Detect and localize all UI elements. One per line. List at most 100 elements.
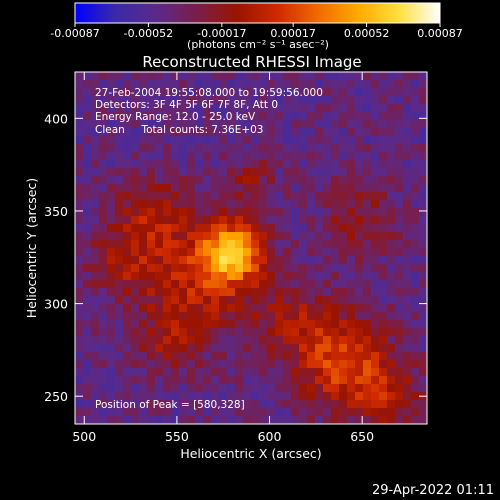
heatmap-pixel (123, 296, 132, 305)
heatmap-pixel (251, 160, 260, 169)
heatmap-pixel (275, 408, 284, 417)
heatmap-pixel (339, 160, 348, 169)
heatmap-pixel (235, 352, 244, 361)
heatmap-pixel (155, 256, 164, 265)
heatmap-pixel (411, 392, 420, 401)
heatmap-pixel (339, 304, 348, 313)
heatmap-pixel (115, 192, 124, 201)
heatmap-pixel (419, 328, 427, 337)
heatmap-pixel (99, 368, 108, 377)
heatmap-pixel (219, 360, 228, 369)
heatmap-pixel (419, 112, 427, 121)
heatmap-pixel (283, 136, 292, 145)
heatmap-pixel (219, 176, 228, 185)
heatmap-pixel (355, 144, 364, 153)
heatmap-pixel (131, 264, 140, 273)
heatmap-pixel (299, 408, 308, 417)
heatmap-pixel (395, 312, 404, 321)
heatmap-pixel (235, 368, 244, 377)
heatmap-pixel (275, 152, 284, 161)
heatmap-pixel (419, 384, 427, 393)
heatmap-pixel (291, 288, 300, 297)
heatmap-pixel (363, 360, 372, 369)
heatmap-pixel (307, 344, 316, 353)
heatmap-pixel (323, 368, 332, 377)
heatmap-pixel (355, 176, 364, 185)
heatmap-pixel (395, 320, 404, 329)
heatmap-pixel (139, 144, 148, 153)
heatmap-pixel (115, 360, 124, 369)
heatmap-pixel (235, 416, 244, 424)
heatmap-pixel (307, 88, 316, 97)
heatmap-pixel (419, 360, 427, 369)
heatmap-pixel (387, 280, 396, 289)
heatmap-pixel (339, 96, 348, 105)
heatmap-pixel (259, 176, 268, 185)
heatmap-pixel (355, 288, 364, 297)
heatmap-pixel (267, 232, 276, 241)
heatmap-pixel (243, 312, 252, 321)
heatmap-pixel (267, 184, 276, 193)
heatmap-pixel (179, 144, 188, 153)
heatmap-pixel (131, 144, 140, 153)
heatmap-pixel (211, 176, 220, 185)
heatmap-pixel (155, 328, 164, 337)
heatmap-pixel (403, 416, 412, 424)
heatmap-pixel (243, 240, 252, 249)
heatmap-pixel (163, 216, 172, 225)
heatmap-pixel (259, 264, 268, 273)
heatmap-pixel (131, 136, 140, 145)
heatmap-pixel (411, 240, 420, 249)
heatmap-pixel (395, 256, 404, 265)
heatmap-pixel (91, 96, 100, 105)
heatmap-pixel (187, 104, 196, 113)
heatmap-pixel (347, 112, 356, 121)
heatmap-pixel (107, 88, 116, 97)
heatmap-pixel (275, 384, 284, 393)
heatmap-pixel (371, 88, 380, 97)
heatmap-pixel (355, 216, 364, 225)
heatmap-pixel (115, 144, 124, 153)
heatmap-pixel (179, 88, 188, 97)
heatmap-pixel (91, 120, 100, 129)
heatmap-pixel (131, 368, 140, 377)
heatmap-pixel (147, 152, 156, 161)
heatmap-pixel (75, 112, 84, 121)
heatmap-pixel (107, 200, 116, 209)
heatmap-pixel (395, 104, 404, 113)
heatmap-pixel (315, 192, 324, 201)
heatmap-pixel (379, 368, 388, 377)
heatmap-pixel (419, 280, 427, 289)
heatmap-pixel (355, 240, 364, 249)
heatmap-pixel (155, 320, 164, 329)
heatmap-pixel (139, 296, 148, 305)
heatmap-pixel (275, 312, 284, 321)
heatmap-pixel (403, 368, 412, 377)
heatmap-pixel (355, 360, 364, 369)
heatmap-pixel (411, 192, 420, 201)
heatmap-pixel (219, 224, 228, 233)
heatmap-pixel (139, 248, 148, 257)
heatmap-pixel (235, 80, 244, 89)
heatmap-pixel (187, 96, 196, 105)
heatmap-pixel (315, 368, 324, 377)
heatmap-pixel (411, 200, 420, 209)
heatmap-pixel (211, 216, 220, 225)
heatmap-pixel (355, 192, 364, 201)
heatmap-pixel (251, 288, 260, 297)
heatmap-pixel (163, 96, 172, 105)
heatmap-pixel (123, 176, 132, 185)
heatmap-pixel (403, 120, 412, 129)
heatmap-pixel (347, 232, 356, 241)
heatmap-pixel (347, 280, 356, 289)
heatmap-pixel (371, 248, 380, 257)
heatmap-pixel (203, 416, 212, 424)
heatmap-pixel (395, 368, 404, 377)
heatmap-pixel (179, 272, 188, 281)
heatmap-pixel (131, 160, 140, 169)
heatmap-pixel (195, 72, 204, 81)
heatmap-pixel (299, 160, 308, 169)
heatmap-pixel (123, 184, 132, 193)
heatmap-pixel (99, 408, 108, 417)
heatmap-pixel (323, 416, 332, 424)
